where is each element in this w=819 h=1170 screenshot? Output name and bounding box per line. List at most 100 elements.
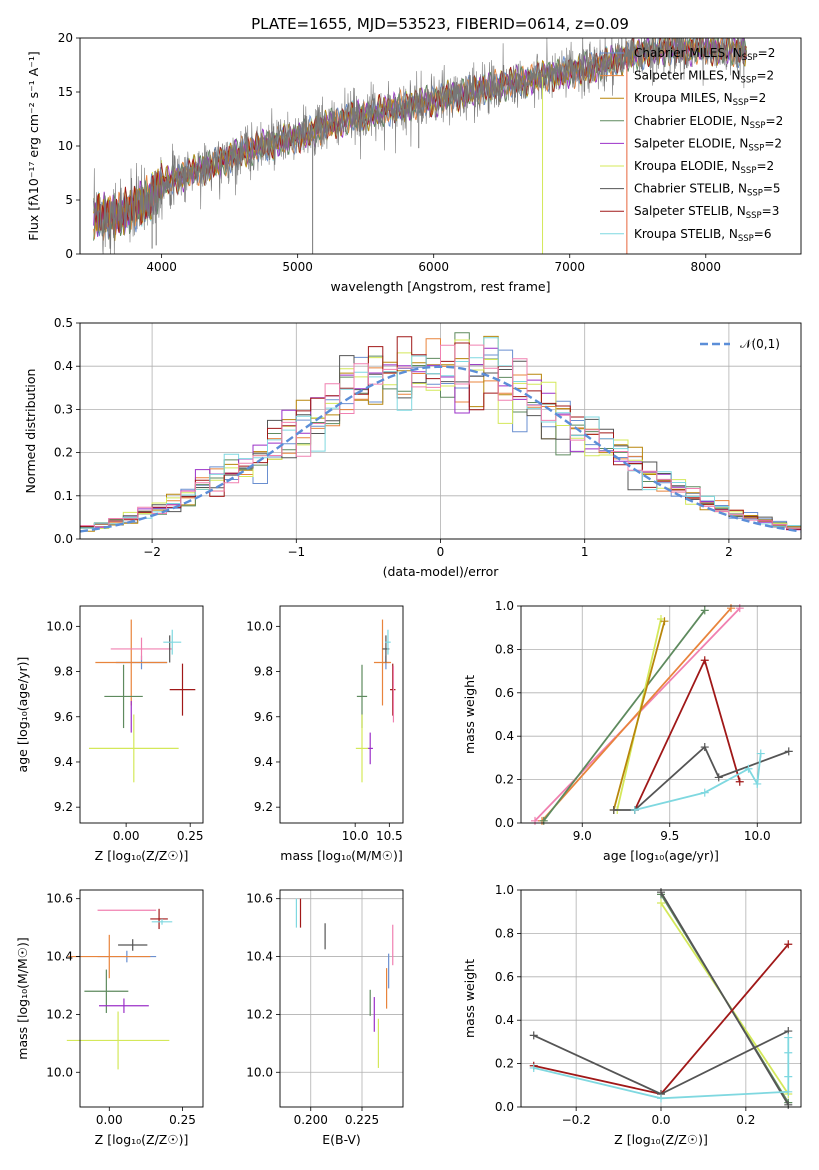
weight-vs-age-panel: 9.0 9.5 10.0 0.0 0.2 0.4 0.6 0.8 1.0 age [log₁₀(a…: [462, 599, 802, 863]
x-tick-label: 0.225: [345, 1113, 379, 1127]
weight-marker: [660, 617, 669, 626]
x-axis-label: (data-model)/error: [383, 564, 500, 579]
x-tick-label: 0.00: [96, 1113, 123, 1127]
x-axis-label: Z [log₁₀(Z/Z☉)]: [614, 1132, 708, 1147]
weight-line-kroupa_miles: [612, 620, 666, 811]
y-tick-label: 0.4: [495, 1013, 514, 1027]
weight-marker: [784, 747, 793, 756]
y-tick-label: 0.2: [54, 446, 73, 460]
weight-marker: [756, 749, 765, 758]
weight-marker: [700, 743, 709, 752]
y-tick-label: 10.4: [246, 950, 273, 964]
y-tick-label: 10.6: [46, 892, 73, 906]
y-tick-label: 9.2: [254, 800, 273, 814]
figure-title: PLATE=1655, MJD=53523, FIBERID=0614, z=0…: [251, 15, 629, 33]
weight-marker: [657, 888, 665, 897]
mass-vs-metallicity-panel: 0.00 0.25 10.0 10.2 10.4 10.6 Z [log₁₀(Z/Z☉)] m…: [15, 889, 204, 1147]
weight-line-salpeter_miles: [541, 607, 732, 822]
weight-marker: [753, 779, 762, 788]
y-tick-label: 9.6: [54, 710, 73, 724]
age-vs-mass-panel: 10.0 10.5 9.2 9.4 9.6 9.8 10.0 mass [log₁₀(M/M☉…: [246, 605, 404, 863]
x-tick-label: 2: [725, 545, 733, 559]
y-tick-label: 0.4: [495, 729, 514, 743]
spectrum-panel: 4000 5000 6000 7000 8000 0 5 10 15 20 wavelength […: [26, 31, 802, 294]
y-tick-label: 9.8: [254, 665, 273, 679]
legend-label: Kroupa ELODIE, NSSP=2: [634, 159, 774, 176]
weight-marker: [700, 606, 709, 615]
y-tick-label: 0.5: [54, 316, 73, 330]
weight-marker: [784, 1048, 793, 1057]
weight-marker: [531, 816, 539, 825]
weight-marker: [714, 773, 723, 782]
x-tick-label: 1: [581, 545, 589, 559]
y-tick-label: 0.0: [495, 816, 514, 830]
y-tick-label: 9.2: [54, 800, 73, 814]
weight-marker: [630, 805, 639, 814]
weight-marker: [784, 1033, 793, 1042]
weight-line-chabrier_elodie: [542, 609, 706, 822]
legend-label: Chabrier MILES, NSSP=2: [634, 46, 775, 63]
x-tick-label: 0.0: [651, 1113, 670, 1127]
axes-frame: [520, 605, 802, 824]
residual-histogram-panel: −2 −1 0 1 2 0.0 0.1 0.2 0.3 0.4 0.5 (data-model)/er…: [23, 316, 802, 579]
weight-marker: [657, 899, 665, 908]
x-tick-label: −2: [143, 545, 161, 559]
y-tick-label: 0.0: [495, 1100, 514, 1114]
axes-frame: [79, 605, 204, 824]
y-tick-label: 9.8: [54, 665, 73, 679]
normal-curve: [79, 365, 802, 533]
legend-label: Kroupa STELIB, NSSP=6: [634, 227, 772, 244]
y-tick-label: 0.3: [54, 402, 73, 416]
weight-marker: [529, 1063, 538, 1072]
legend-label: Salpeter ELODIE, NSSP=2: [634, 136, 782, 153]
x-tick-label: 10.0: [342, 829, 369, 843]
y-tick-label: 10.0: [46, 1065, 73, 1079]
spectrum-lines: [93, 38, 748, 254]
x-tick-label: −1: [287, 545, 305, 559]
y-tick-label: 0.6: [495, 686, 514, 700]
legend-label: Salpeter MILES, NSSP=2: [634, 69, 774, 86]
legend-label: 𝒩(0,1): [740, 337, 780, 351]
weight-marker: [784, 1100, 793, 1109]
x-tick-label: 0.200: [294, 1113, 328, 1127]
weight-marker: [744, 764, 753, 773]
y-tick-label: 9.4: [54, 755, 73, 769]
x-tick-label: −0.2: [562, 1113, 591, 1127]
weight-marker: [735, 777, 744, 786]
axes-frame: [79, 889, 204, 1108]
x-axis-label: Z [log₁₀(Z/Z☉)]: [95, 1132, 189, 1147]
x-tick-label: 0.25: [169, 1113, 196, 1127]
x-tick-label: 0.2: [736, 1113, 755, 1127]
x-tick-label: 0: [437, 545, 445, 559]
legend-label: Chabrier STELIB, NSSP=5: [634, 182, 781, 199]
y-tick-label: 0.0: [54, 532, 73, 546]
weight-marker: [657, 1094, 665, 1103]
y-tick-label: 10.2: [46, 1007, 73, 1021]
y-tick-label: 5: [65, 193, 73, 207]
y-tick-label: 10.0: [46, 619, 73, 633]
y-tick-label: 0.6: [495, 970, 514, 984]
weight-line-salpeter_stelib: [633, 657, 741, 811]
legend-label: Salpeter STELIB, NSSP=3: [634, 204, 779, 221]
x-tick-label: 7000: [554, 260, 585, 274]
x-axis-label: mass [log₁₀(M/M☉)]: [280, 848, 402, 863]
x-tick-label: 6000: [418, 260, 449, 274]
weight-marker: [735, 604, 744, 613]
y-tick-label: 20: [58, 31, 73, 45]
y-tick-label: 10.0: [246, 619, 273, 633]
observed-spectrum: [93, 38, 747, 254]
weight-marker: [700, 788, 709, 797]
x-tick-label: 9.5: [660, 829, 679, 843]
x-axis-label: E(B-V): [322, 1132, 361, 1147]
legend-label: Kroupa MILES, NSSP=2: [634, 91, 766, 108]
x-tick-label: 9.0: [573, 829, 592, 843]
mass-vs-ebv-panel: 0.200 0.225 10.0 10.2 10.4 10.6 E(B-V): [246, 889, 404, 1147]
y-axis-label: mass weight: [462, 675, 477, 754]
y-tick-label: 9.4: [254, 755, 273, 769]
legend-label: Chabrier ELODIE, NSSP=2: [634, 114, 783, 131]
age-vs-metallicity-panel: 0.00 0.25 9.2 9.4 9.6 9.8 10.0 Z [log₁₀(Z/Z☉)] a…: [15, 605, 204, 863]
y-tick-label: 0.2: [495, 773, 514, 787]
weight-marker: [609, 805, 618, 814]
weight-marker: [700, 656, 709, 665]
